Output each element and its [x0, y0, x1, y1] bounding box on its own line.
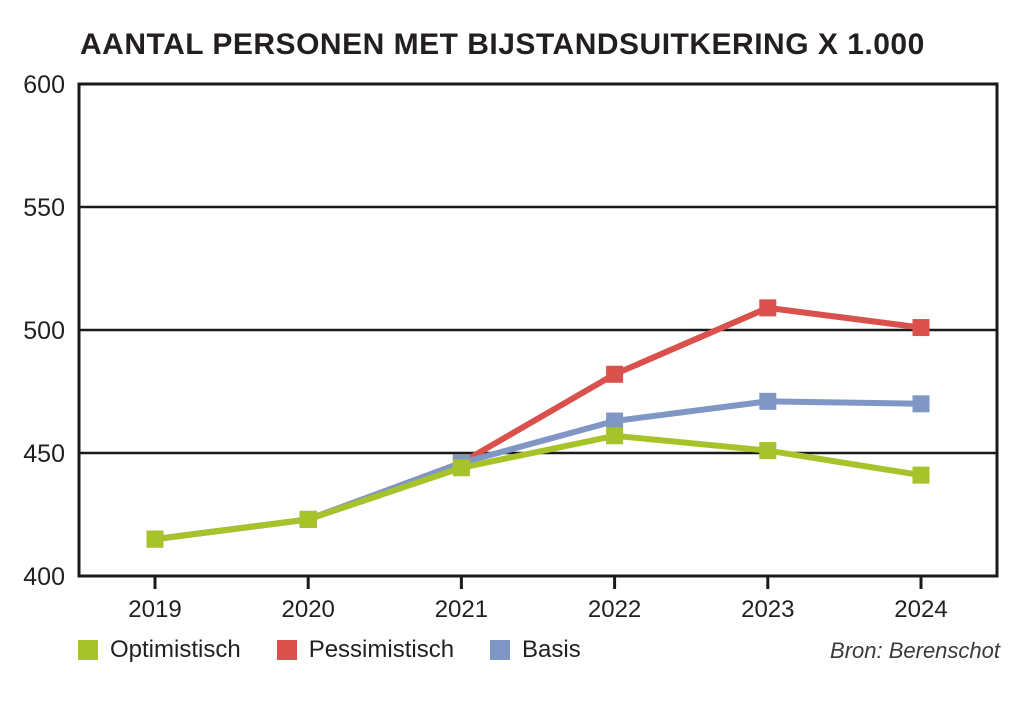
x-tick-label-2020: 2020: [282, 596, 335, 623]
y-tick-label-500: 500: [23, 317, 65, 345]
marker-optimistisch-2024: [912, 466, 930, 484]
y-tick-label-450: 450: [23, 440, 65, 468]
marker-basis-2023: [759, 392, 777, 410]
legend-swatch-optimistisch: [78, 640, 98, 660]
legend-swatch-basis: [490, 640, 511, 660]
marker-pessimistisch-2022: [606, 365, 624, 383]
x-tick-label-2021: 2021: [435, 596, 488, 623]
marker-pessimistisch-2023: [759, 299, 777, 317]
y-tick-label-400: 400: [23, 563, 65, 591]
legend-item-basis: Basis: [490, 636, 581, 664]
source-credit: Bron: Berenschot: [830, 638, 1000, 663]
plot-border: [77, 82, 999, 578]
x-tick-label-2019: 2019: [128, 596, 181, 623]
legend-item-optimistisch: Optimistisch: [78, 636, 241, 664]
legend-label-optimistisch: Optimistisch: [110, 636, 241, 663]
marker-basis-2024: [912, 395, 930, 413]
legend-label-pessimistisch: Pessimistisch: [308, 636, 455, 663]
marker-pessimistisch-2024: [912, 319, 930, 337]
marker-optimistisch-2023: [759, 442, 777, 460]
chart-title: AANTAL PERSONEN MET BIJSTANDSUITKERING X…: [80, 28, 925, 61]
x-tick-label-2022: 2022: [588, 596, 641, 623]
legend-item-pessimistisch: Pessimistisch: [276, 636, 455, 664]
series-line-pessimistisch: [154, 304, 922, 543]
marker-basis-2022: [606, 412, 624, 430]
marker-optimistisch-2021: [452, 459, 470, 477]
x-tick-label-2024: 2024: [894, 596, 947, 623]
legend-swatch-pessimistisch: [276, 640, 297, 660]
legend: Optimistisch Pessimistisch Basis: [78, 636, 617, 664]
marker-optimistisch-2022: [606, 427, 624, 445]
legend-label-basis: Basis: [522, 636, 581, 663]
series-line-optimistisch: [154, 432, 922, 543]
marker-optimistisch-2019: [146, 530, 164, 548]
y-tick-label-600: 600: [23, 71, 65, 99]
y-tick-label-550: 550: [23, 194, 65, 222]
x-tick-label-2023: 2023: [741, 596, 794, 623]
marker-optimistisch-2020: [299, 510, 317, 528]
